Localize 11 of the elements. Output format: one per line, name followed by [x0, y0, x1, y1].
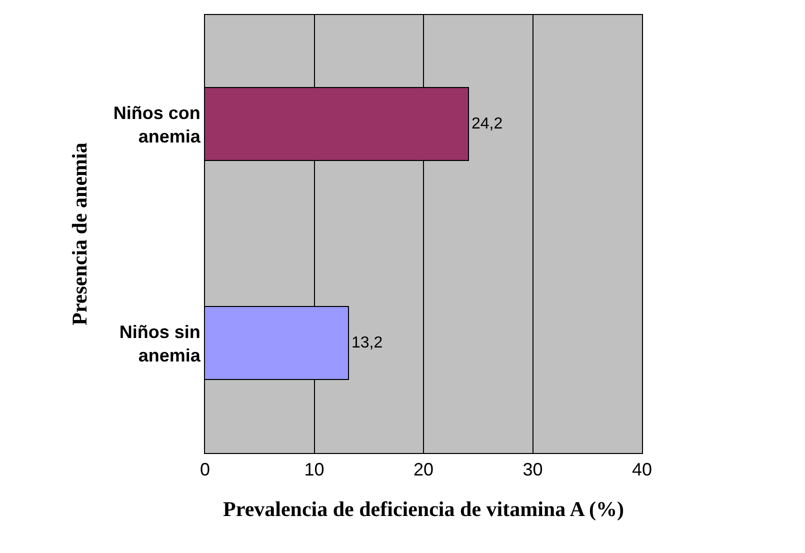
data-label: 13,2: [352, 334, 383, 352]
y-tick-label: Niños sin anemia: [119, 322, 202, 366]
y-axis-title: Presencia de anemia: [68, 142, 92, 326]
x-tick-label: 40: [632, 460, 652, 480]
data-label: 24,2: [472, 116, 503, 132]
x-axis-title: Prevalencia de deficiencia de vitamina A (%): [223, 496, 624, 521]
x-tick-label: 20: [413, 460, 434, 480]
x-tick-label: 30: [522, 460, 543, 480]
x-tick-label: 0: [200, 460, 210, 480]
x-tick-label: 10: [304, 460, 324, 480]
y-tick-label: Niños con anemia: [113, 103, 202, 146]
